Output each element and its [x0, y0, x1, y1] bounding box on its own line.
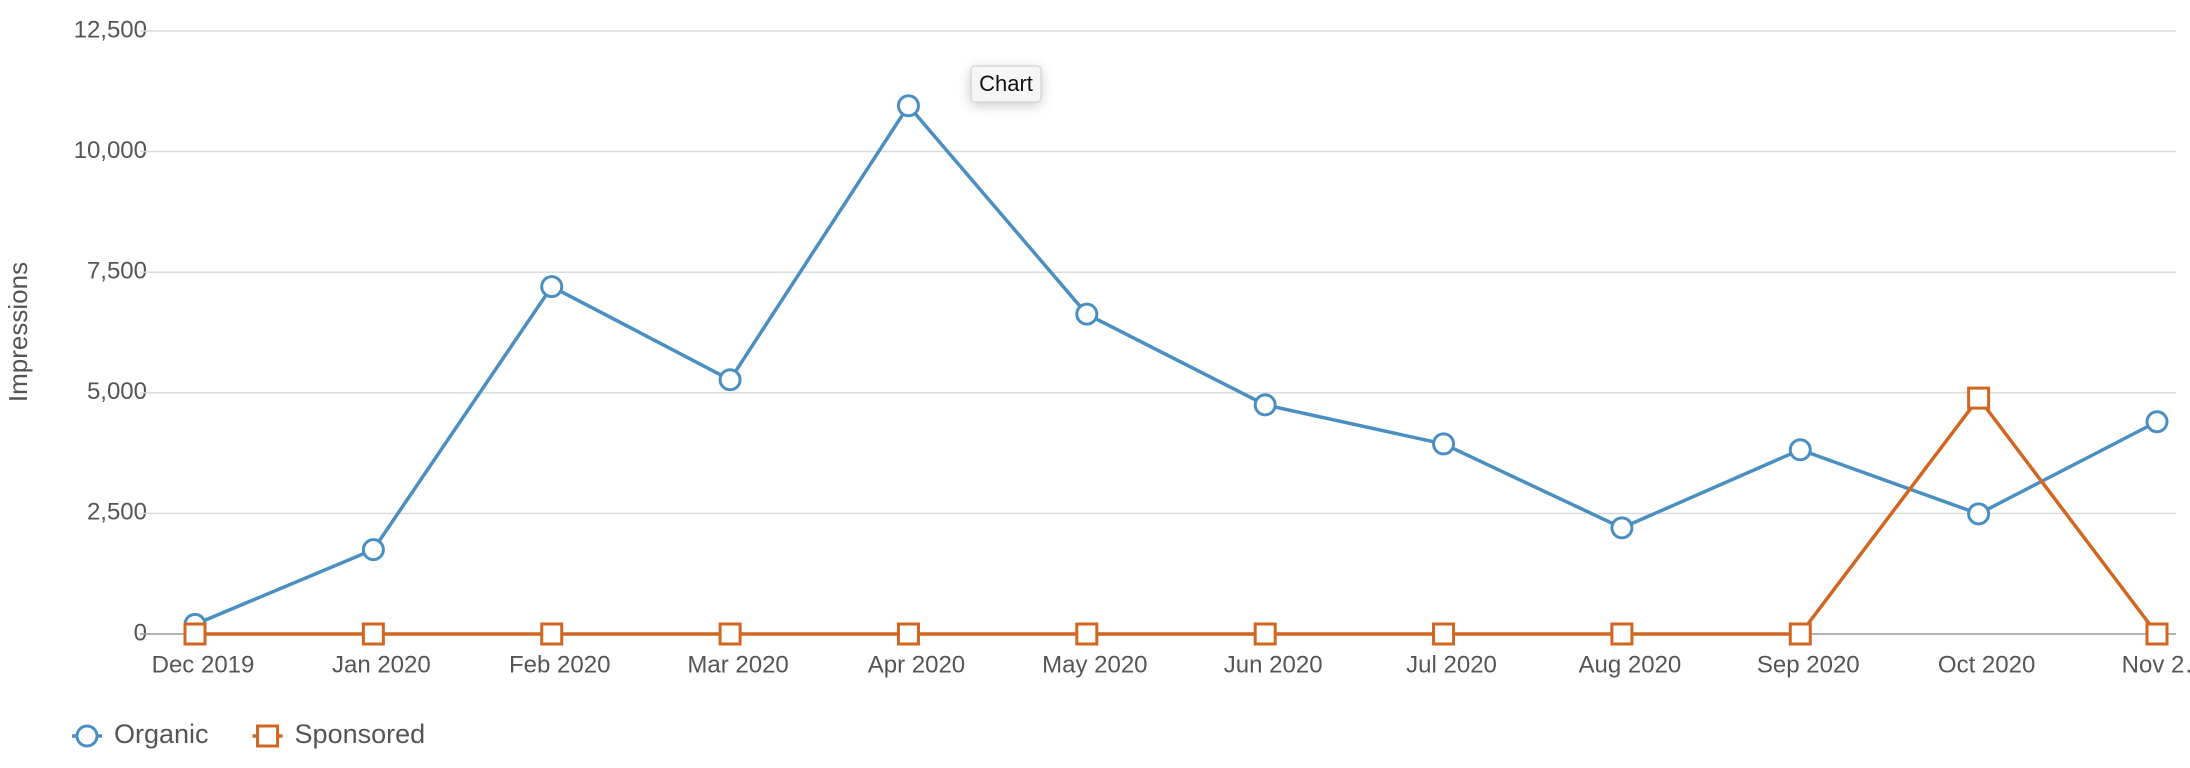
data-point	[1788, 622, 1812, 646]
data-point	[361, 538, 385, 562]
plot-area: 0 2,500 5,000 7,500 10,000 12,500 Dec 2019 Jan …	[74, 16, 2190, 678]
data-point	[540, 275, 564, 299]
tooltip-text: Chart	[979, 71, 1033, 96]
legend-item: Organic	[72, 719, 209, 749]
data-point	[718, 622, 742, 646]
x-tick-label: Nov 2…	[2122, 651, 2190, 678]
data-point	[2145, 622, 2169, 646]
x-tick-label: Feb 2020	[509, 651, 610, 678]
data-point	[1967, 386, 1991, 410]
data-point	[1432, 432, 1456, 456]
y-tick-label: 10,000	[74, 137, 147, 164]
data-point	[1967, 502, 1991, 526]
data-point	[1610, 622, 1634, 646]
data-point	[540, 622, 564, 646]
data-point	[1253, 393, 1277, 417]
legend-label: Organic	[114, 719, 209, 749]
data-point	[718, 368, 742, 392]
x-tick-label: Aug 2020	[1579, 651, 1682, 678]
legend-label: Sponsored	[295, 719, 426, 749]
y-tick-label: 0	[134, 619, 147, 646]
legend-marker	[75, 724, 99, 748]
tooltip-box	[970, 65, 1042, 103]
tooltip: Chart	[970, 65, 1042, 103]
data-point	[1610, 516, 1634, 540]
data-point	[1075, 302, 1099, 326]
data-point	[361, 622, 385, 646]
x-tick-label: Oct 2020	[1938, 651, 2035, 678]
x-tick-label: Jan 2020	[332, 651, 431, 678]
legend-item: Sponsored	[252, 719, 426, 749]
y-axis-title: Impressions	[3, 262, 33, 402]
data-point	[1075, 622, 1099, 646]
series-line	[194, 102, 2158, 626]
legend: Organic Sponsored	[72, 719, 425, 749]
data-point	[896, 622, 920, 646]
y-tick-label: 7,500	[87, 258, 147, 285]
y-tick-label: 2,500	[87, 499, 147, 526]
data-point	[1432, 622, 1456, 646]
x-tick-label: Jun 2020	[1224, 651, 1323, 678]
data-point	[183, 622, 207, 646]
x-tick-label: Sep 2020	[1757, 651, 1860, 678]
legend-marker	[256, 724, 280, 748]
x-tick-label: Mar 2020	[687, 651, 788, 678]
data-point	[1788, 438, 1812, 462]
data-point	[896, 94, 920, 118]
x-tick-label: Apr 2020	[868, 651, 965, 678]
x-tick-label: Dec 2019	[152, 651, 255, 678]
x-tick-label: Jul 2020	[1406, 651, 1497, 678]
y-tick-label: 12,500	[74, 16, 147, 43]
data-point	[2145, 410, 2169, 434]
data-point	[1253, 622, 1277, 646]
x-tick-label: May 2020	[1042, 651, 1147, 678]
y-tick-label: 5,000	[87, 378, 147, 405]
series-line	[195, 395, 2159, 636]
